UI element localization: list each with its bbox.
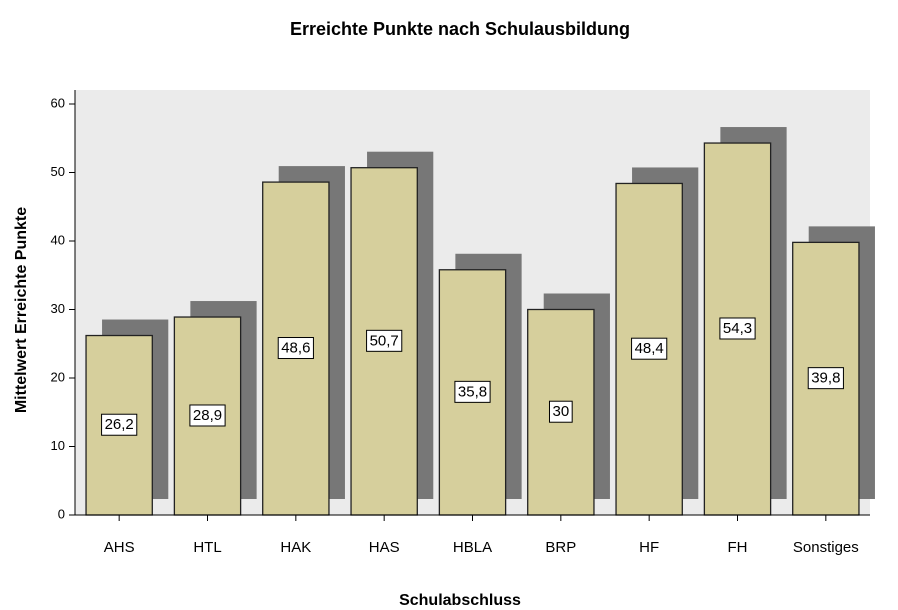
x-tick-label: HBLA bbox=[453, 539, 492, 556]
y-tick-label: 20 bbox=[51, 369, 65, 384]
y-tick-label: 40 bbox=[51, 232, 65, 247]
value-label: 48,6 bbox=[281, 340, 310, 357]
value-label: 48,4 bbox=[635, 340, 664, 357]
value-label: 50,7 bbox=[370, 332, 399, 349]
y-tick-label: 0 bbox=[58, 506, 65, 521]
value-label-box bbox=[719, 317, 756, 340]
x-tick-label: HAS bbox=[369, 539, 400, 556]
y-tick-label: 50 bbox=[51, 164, 65, 179]
value-label-box bbox=[101, 413, 138, 436]
y-tick-label: 60 bbox=[51, 95, 65, 110]
x-tick-label: FH bbox=[728, 539, 748, 556]
value-label: 28,9 bbox=[193, 407, 222, 424]
y-tick-label: 30 bbox=[51, 301, 65, 316]
x-tick-label: HTL bbox=[193, 539, 221, 556]
x-tick-label: Sonstiges bbox=[793, 539, 859, 556]
value-label: 30 bbox=[552, 403, 569, 420]
y-tick-label: 10 bbox=[51, 438, 65, 453]
value-label-box bbox=[189, 404, 226, 427]
y-axis-label: Mittelwert Erreichte Punkte bbox=[13, 207, 30, 413]
value-label-box bbox=[454, 380, 491, 403]
x-tick-label: BRP bbox=[545, 539, 576, 556]
x-tick-label: AHS bbox=[104, 539, 135, 556]
value-label: 39,8 bbox=[811, 370, 840, 387]
x-axis-label: Schulabschluss bbox=[399, 592, 521, 609]
value-label: 54,3 bbox=[723, 320, 752, 337]
value-label: 35,8 bbox=[458, 383, 487, 400]
chart-title: Erreichte Punkte nach Schulausbildung bbox=[290, 19, 630, 39]
value-label-box bbox=[807, 367, 844, 390]
value-label-box bbox=[631, 337, 668, 360]
x-tick-label: HF bbox=[639, 539, 659, 556]
value-label-box bbox=[277, 337, 314, 360]
value-label-box bbox=[548, 400, 573, 423]
value-label: 26,2 bbox=[105, 416, 134, 433]
value-label-box bbox=[366, 329, 403, 352]
x-tick-label: HAK bbox=[280, 539, 311, 556]
